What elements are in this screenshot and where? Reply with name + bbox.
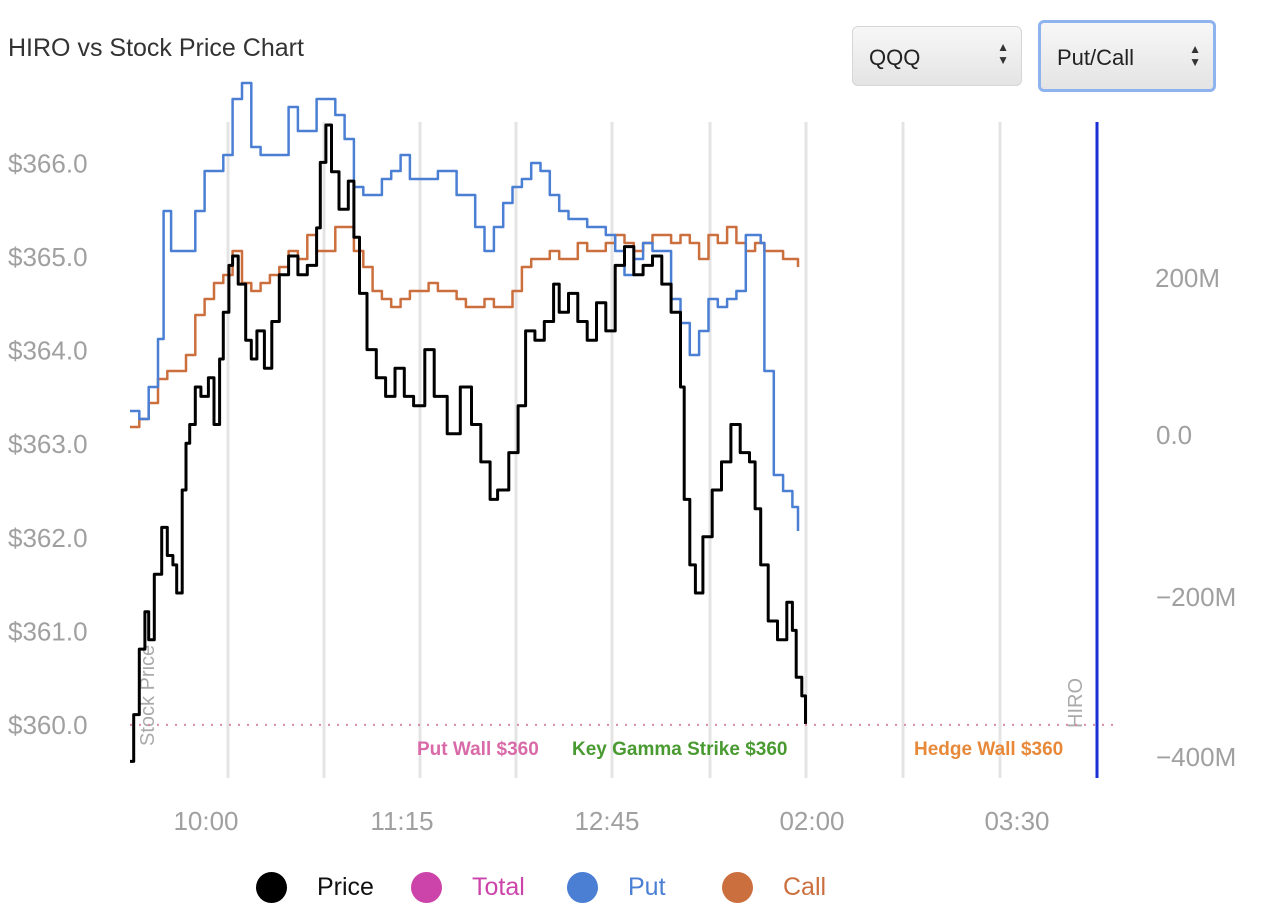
legend-label-put: Put [628, 873, 666, 901]
price-series [130, 123, 807, 763]
right-tick-label: 0.0 [1156, 420, 1192, 450]
left-tick-label: $362.0 [8, 523, 88, 553]
left-tick-label: $364.0 [8, 336, 88, 366]
left-tick-label: $366.0 [8, 148, 88, 178]
legend-dot-icon [411, 872, 442, 903]
right-axis-title: HIRO [1065, 678, 1087, 728]
x-tick-label: 03:30 [984, 806, 1049, 836]
mode-select[interactable]: Put/Call ▲ ▼ [1038, 20, 1216, 92]
select-arrows-icon: ▲ ▼ [997, 40, 1009, 67]
x-tick-label: 10:00 [173, 806, 238, 836]
legend-item-price[interactable]: Price [256, 872, 374, 903]
chart-title: HIRO vs Stock Price Chart [8, 34, 304, 62]
legend-dot-icon [256, 872, 287, 903]
annotation-layer: Put Wall $360 Key Gamma Strike $360 Hedge … [130, 122, 1118, 778]
right-tick-label: 200M [1155, 263, 1220, 293]
legend-item-put[interactable]: Put [567, 872, 666, 903]
left-tick-label: $365.0 [8, 242, 88, 272]
legend-label-total: Total [472, 873, 525, 901]
select-arrows-icon: ▲ ▼ [1189, 42, 1201, 69]
left-axis-title: Stock Price [137, 645, 159, 746]
legend-label-call: Call [783, 873, 827, 901]
legend: Price Total Put Call [0, 868, 1288, 908]
ticker-select-value: QQQ [869, 45, 921, 70]
x-tick-label: 11:15 [370, 806, 433, 836]
x-axis-ticks: 10:00 11:15 12:45 02:00 03:30 [173, 806, 1049, 836]
left-tick-label: $360.0 [8, 710, 88, 740]
put-wall-label: Put Wall $360 [417, 739, 539, 760]
right-tick-label: −200M [1156, 582, 1236, 612]
legend-dot-icon [567, 872, 598, 903]
left-tick-label: $361.0 [8, 616, 88, 646]
legend-item-call[interactable]: Call [722, 872, 826, 903]
legend-dot-icon [722, 872, 753, 903]
mode-select-value: Put/Call [1057, 45, 1135, 70]
right-tick-label: −400M [1156, 742, 1236, 772]
legend-label-price: Price [317, 873, 374, 901]
x-tick-label: 12:45 [574, 806, 639, 836]
call-series [130, 225, 800, 429]
hiro-chart[interactable]: $366.0 $365.0 $364.0 $363.0 $362.0 $361.0 $360… [0, 0, 1288, 868]
grid-lines [226, 122, 1002, 778]
ticker-select[interactable]: QQQ ▲ ▼ [852, 26, 1022, 86]
hedge-wall-label: Hedge Wall $360 [914, 739, 1063, 760]
left-axis-ticks: $366.0 $365.0 $364.0 $363.0 $362.0 $361.0 $360… [8, 148, 159, 746]
left-tick-label: $363.0 [8, 429, 88, 459]
right-axis-ticks: 200M 0.0 −200M −400M HIRO [1065, 263, 1236, 772]
series-layer [130, 81, 807, 763]
legend-item-total[interactable]: Total [411, 872, 525, 903]
x-tick-label: 02:00 [779, 806, 844, 836]
put-series [130, 81, 800, 531]
gamma-strike-label: Key Gamma Strike $360 [572, 739, 787, 760]
